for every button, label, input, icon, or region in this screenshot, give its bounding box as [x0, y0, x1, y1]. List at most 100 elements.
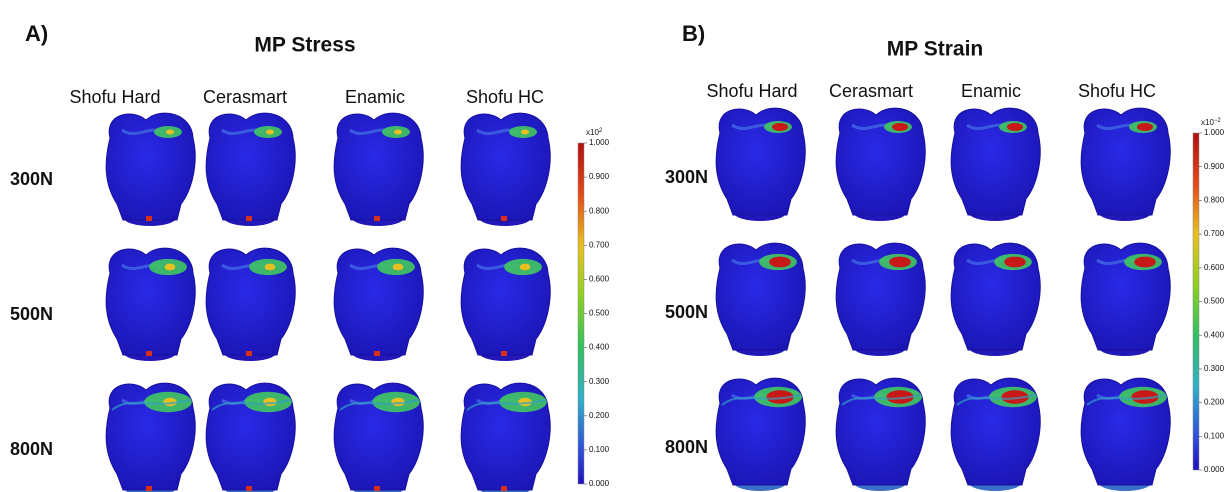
tooth: [1081, 378, 1170, 491]
tooth: [716, 378, 805, 491]
colorbar: [578, 143, 584, 484]
colorbar-tick-label: 0.900: [589, 172, 610, 181]
tooth: [836, 378, 925, 491]
tooth: [334, 113, 423, 226]
hot-core: [1134, 257, 1156, 268]
tooth: [836, 243, 925, 356]
tooth: [106, 113, 195, 226]
colorbar-tick-label: 0.400: [589, 343, 610, 352]
colorbar-tick-label: 0.300: [1204, 364, 1225, 373]
base-hotspot: [246, 216, 252, 221]
colorbar-tick-label: 0.600: [589, 275, 610, 284]
colorbar: [1193, 133, 1199, 470]
base-hotspot: [246, 486, 252, 491]
colorbar-tick-label: 0.500: [1204, 297, 1225, 306]
column-header: Cerasmart: [203, 87, 287, 107]
colorbar-multiplier: x10−2: [1201, 118, 1221, 128]
tooth: [106, 248, 195, 361]
hot-core: [1137, 123, 1153, 131]
hot-core: [165, 264, 176, 271]
tooth: [1081, 243, 1170, 356]
colorbar-tick-label: 0.700: [1204, 229, 1225, 238]
base-hotspot: [501, 486, 507, 491]
colorbar-tick-label: 0.500: [589, 309, 610, 318]
colorbar-multiplier: x102: [586, 128, 603, 138]
figure: A) MP Stress Shofu Hard Cerasmart Enamic Shof…: [0, 0, 1226, 492]
hot-core: [769, 257, 791, 268]
hot-core: [166, 130, 174, 135]
base-hotspot: [501, 351, 507, 356]
column-header: Enamic: [961, 81, 1021, 101]
hot-core: [393, 264, 404, 271]
column-header: Cerasmart: [829, 81, 913, 101]
panel-title: MP Strain: [887, 38, 983, 61]
panel-title: MP Stress: [254, 34, 355, 57]
base-hotspot: [374, 216, 380, 221]
multiplier-base: x10: [586, 128, 599, 137]
tooth: [716, 108, 805, 221]
base-hotspot: [146, 351, 152, 356]
tooth: [951, 108, 1040, 221]
tooth: [334, 383, 423, 492]
row-label: 800N: [10, 439, 53, 459]
row-label: 800N: [665, 437, 708, 457]
tooth: [836, 108, 925, 221]
hot-core: [521, 130, 529, 135]
tooth: [206, 383, 295, 492]
colorbar-tick-label: 0.700: [589, 240, 610, 249]
colorbar-tick-label: 0.800: [1204, 196, 1225, 205]
hot-core: [265, 264, 276, 271]
row-label: 500N: [10, 304, 53, 324]
multiplier-exponent: 2: [599, 128, 603, 134]
colorbar-tick-label: 0.100: [589, 445, 610, 454]
hot-core: [1007, 123, 1023, 131]
multiplier-exponent: −2: [1214, 118, 1222, 124]
tooth: [206, 248, 295, 361]
column-header: Shofu Hard: [69, 87, 160, 107]
tooth: [461, 113, 550, 226]
base-hotspot: [146, 216, 152, 221]
row-label: 300N: [665, 167, 708, 187]
colorbar-tick-label: 0.200: [589, 411, 610, 420]
colorbar-tick-label: 0.100: [1204, 431, 1225, 440]
tooth: [716, 243, 805, 356]
colorbar-tick-label: 0.300: [589, 377, 610, 386]
panel-label: A): [25, 21, 48, 46]
column-header: Shofu HC: [1078, 81, 1156, 101]
base-hotspot: [374, 486, 380, 491]
hot-core: [520, 264, 531, 271]
base-hotspot: [246, 351, 252, 356]
colorbar-tick-label: 0.800: [589, 206, 610, 215]
hot-core: [394, 130, 402, 135]
base-hotspot: [374, 351, 380, 356]
colorbar-tick-label: 1.000: [1204, 128, 1225, 137]
column-header: Enamic: [345, 87, 405, 107]
multiplier-base: x10: [1201, 118, 1214, 127]
column-header: Shofu Hard: [706, 81, 797, 101]
hot-core: [889, 257, 911, 268]
hot-core: [892, 123, 908, 131]
colorbar-tick-label: 0.400: [1204, 330, 1225, 339]
tooth: [206, 113, 295, 226]
colorbar-tick-label: 0.000: [1204, 465, 1225, 474]
base-hotspot: [146, 486, 152, 491]
colorbar-tick-label: 1.000: [589, 138, 610, 147]
tooth: [461, 383, 550, 492]
panel-label: B): [682, 21, 705, 46]
colorbar-tick-label: 0.200: [1204, 398, 1225, 407]
colorbar-tick-label: 0.000: [589, 479, 610, 488]
tooth: [461, 248, 550, 361]
base-hotspot: [501, 216, 507, 221]
tooth: [951, 243, 1040, 356]
tooth: [951, 378, 1040, 491]
hot-core: [772, 123, 788, 131]
row-label: 500N: [665, 302, 708, 322]
colorbar-tick-label: 0.900: [1204, 162, 1225, 171]
tooth: [106, 383, 195, 492]
row-label: 300N: [10, 169, 53, 189]
hot-core: [266, 130, 274, 135]
column-header: Shofu HC: [466, 87, 544, 107]
tooth: [1081, 108, 1170, 221]
hot-core: [1004, 257, 1026, 268]
tooth: [334, 248, 423, 361]
